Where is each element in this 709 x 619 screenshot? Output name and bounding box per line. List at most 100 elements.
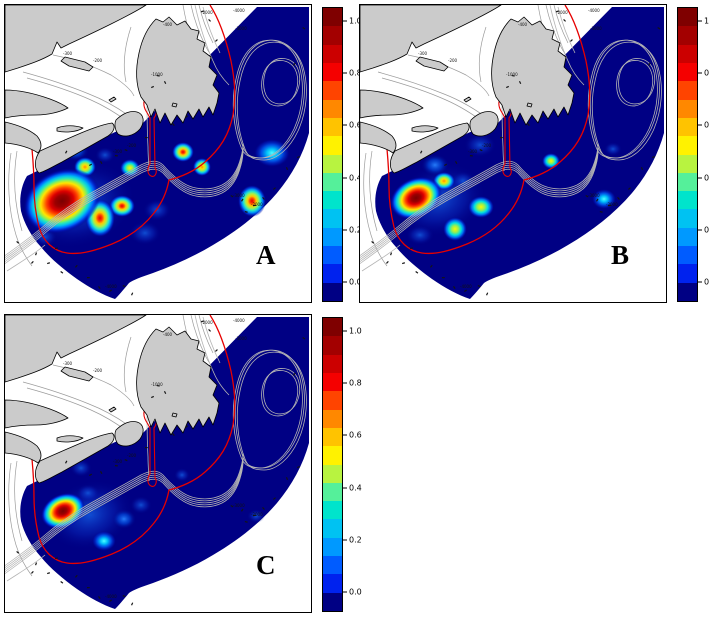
colorbar-tick: 0.8: [343, 379, 362, 388]
contour-speck: [99, 161, 103, 165]
depth-label: -4000: [233, 318, 245, 323]
contour-speck: [215, 39, 218, 42]
contour-speck: [500, 136, 503, 139]
colorbar-segment: [678, 191, 697, 210]
colorbar-segment: [678, 44, 697, 63]
panel-a-mapbox: -400 -200 -300 -4000 -3000 -1000 -2000 -3000 -40…: [4, 4, 312, 303]
contour-speck: [98, 596, 101, 599]
colorbar-tick-label: 0.0: [704, 277, 709, 287]
colorbar-segment: [323, 409, 342, 428]
hotspot-hot3: [238, 185, 266, 217]
hotspot-blue: [112, 509, 136, 529]
colorbar-segment: [678, 227, 697, 247]
depth-label: -4000: [460, 284, 472, 289]
contour-speck: [285, 477, 289, 481]
colorbar-segment: [323, 191, 342, 210]
depth-label: -3000: [233, 193, 245, 198]
colorbar-tick-mark: [698, 124, 702, 126]
colorbar-segment: [323, 537, 342, 557]
contour-speck: [244, 521, 248, 523]
colorbar-segment: [323, 44, 342, 63]
contour-speck: [163, 391, 167, 395]
colorbar-tick-label: 0.0: [349, 587, 362, 597]
colorbar-segment: [323, 227, 342, 247]
contour-speck: [302, 26, 306, 30]
contour-speck: [215, 349, 218, 352]
contour-speck: [253, 514, 256, 517]
colorbar-tick-mark: [343, 177, 347, 179]
contour-speck: [444, 163, 448, 167]
contour-speck: [201, 320, 204, 323]
colorbar-tick-mark: [343, 281, 347, 283]
contour-speck: [65, 460, 68, 464]
depth-label: -300: [63, 361, 73, 366]
colorbar-segment: [678, 209, 697, 228]
colorbar-segment: [678, 8, 697, 27]
contour-speck: [156, 385, 160, 387]
colorbar-segment: [323, 282, 342, 301]
contour-speck: [386, 260, 389, 264]
contour-speck: [402, 262, 406, 265]
contour-speck: [201, 10, 204, 13]
panel-c: -400 -200 -300 -4000 -3000 -1000 -2000 -3000 -40…: [4, 314, 362, 619]
colorbar-segment: [678, 154, 697, 173]
colorbar-tick: 1.0: [698, 17, 709, 26]
colorbar-tick-mark: [343, 434, 347, 436]
colorbar-tick-mark: [343, 229, 347, 231]
contour-speck: [469, 155, 473, 157]
depth-label: -3000: [590, 26, 602, 31]
colorbar-segment: [323, 117, 342, 137]
contour-speck: [156, 75, 160, 77]
contour-speck: [273, 187, 276, 190]
colorbar-segment: [678, 264, 697, 283]
depth-label: -3000: [588, 193, 600, 198]
colorbar-tick-mark: [698, 281, 702, 283]
colorbar-segment: [323, 556, 342, 575]
contour-speck: [486, 292, 489, 296]
depth-label: -3000: [235, 26, 247, 31]
panel-c-depth-labels: -400 -200 -300 -4000 -3000 -1000 -2000 -3000 -40…: [63, 318, 263, 599]
depth-label: -2000: [556, 10, 568, 15]
contour-speck: [608, 204, 611, 207]
colorbar-segment: [323, 427, 342, 447]
colorbar-segment: [678, 62, 697, 82]
contour-speck: [65, 150, 68, 154]
colorbar-tick-label: 0.6: [704, 120, 709, 130]
contour-speck: [31, 260, 34, 264]
panel-letter-c: C: [256, 550, 277, 580]
contour-speck: [453, 286, 456, 289]
hotspot-hot4: [23, 168, 101, 234]
depth-label: -4000: [233, 8, 245, 13]
colorbar-tick: 0.4: [343, 173, 362, 182]
contour-speck: [617, 196, 620, 200]
depth-label: -200: [93, 368, 103, 373]
contour-speck: [657, 26, 661, 30]
hotspot-cyan: [254, 139, 290, 167]
hotspot-hot1: [443, 217, 467, 241]
colorbar-tick: 0.2: [343, 225, 362, 234]
contour-speck: [74, 574, 78, 578]
colorbar-tick-mark: [343, 382, 347, 384]
colorbar-tick-mark: [698, 177, 702, 179]
colorbar-tick-mark: [698, 20, 702, 22]
colorbar-tick-mark: [698, 72, 702, 74]
colorbar-tick: 0.0: [698, 277, 709, 286]
colorbar-segment: [323, 354, 342, 373]
colorbar-tick-label: 0.8: [349, 378, 362, 388]
colorbar-segment: [323, 136, 342, 155]
colorbar-segment: [323, 446, 342, 465]
contour-speck: [430, 264, 433, 268]
colorbar-tick-label: 0.8: [349, 68, 362, 78]
panel-b-map-canvas: -400 -200 -300 -4000 -3000 -1000 -2000 -3000 -40…: [360, 5, 664, 299]
hotspot-bluef: [464, 133, 496, 157]
contour-speck: [99, 471, 103, 475]
panel-b-contour-specks: [371, 10, 661, 296]
contour-speck: [648, 62, 651, 66]
colorbar-segment: [323, 8, 342, 27]
contour-speck: [262, 506, 265, 510]
colorbar-tick: 0.2: [698, 225, 709, 234]
panel-c-contour-specks: [16, 320, 306, 606]
contour-speck: [151, 85, 155, 89]
contour-speck: [35, 562, 38, 566]
colorbar-tick-label: 0.2: [349, 225, 362, 235]
